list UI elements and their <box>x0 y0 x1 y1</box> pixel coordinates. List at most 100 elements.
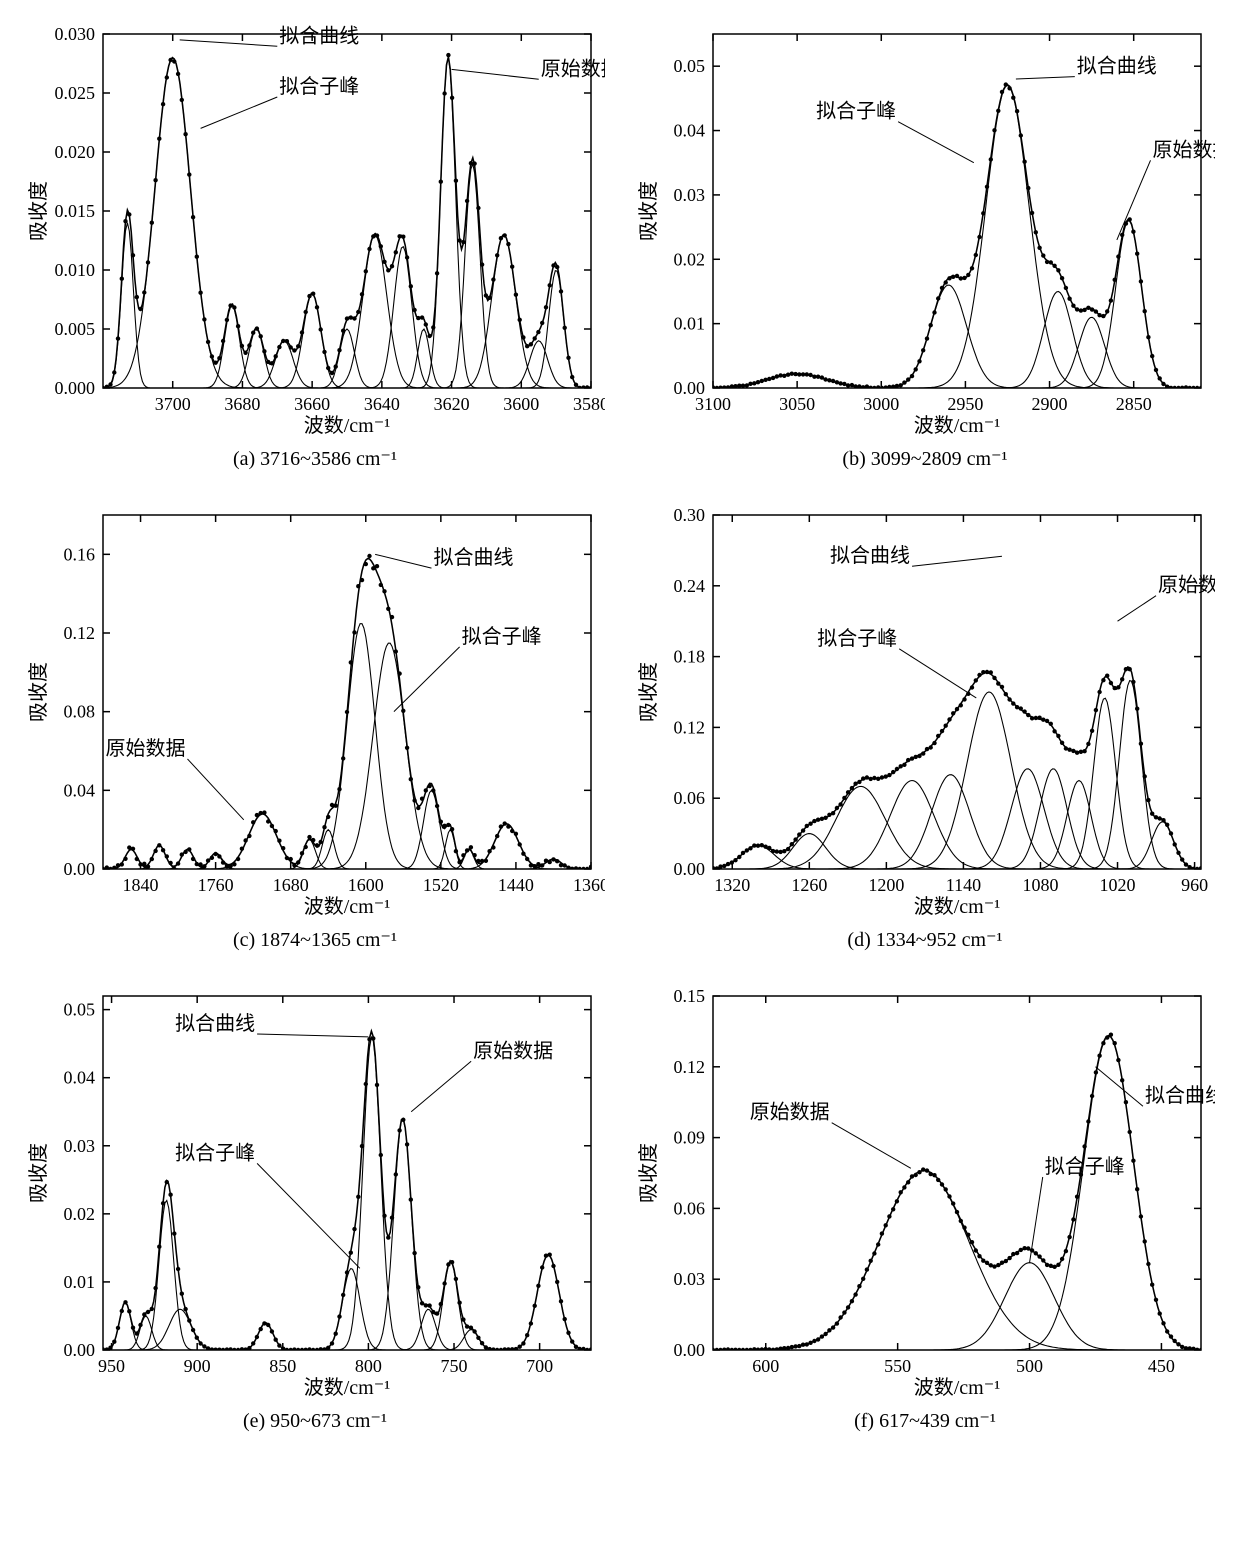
raw-data-point <box>551 857 555 861</box>
raw-data-point <box>123 857 127 861</box>
raw-data-point <box>514 832 518 836</box>
raw-data-point <box>446 53 450 57</box>
raw-data-point <box>1180 857 1184 861</box>
raw-data-point <box>364 1082 368 1086</box>
ytick-label: 0.09 <box>674 1128 706 1148</box>
xtick-label: 2850 <box>1116 394 1152 414</box>
raw-data-point <box>274 829 278 833</box>
raw-data-point <box>1169 386 1173 390</box>
raw-data-point <box>1146 335 1150 339</box>
raw-data-point <box>974 678 978 682</box>
raw-data-point <box>955 274 959 278</box>
raw-data-point <box>165 854 169 858</box>
raw-data-point <box>1045 1263 1049 1267</box>
raw-data-point <box>914 367 918 371</box>
raw-data-point <box>540 321 544 325</box>
raw-data-point <box>367 1037 371 1041</box>
raw-data-point <box>1128 1130 1132 1134</box>
raw-data-point <box>533 864 537 868</box>
raw-data-point <box>1116 1058 1120 1062</box>
raw-data-point <box>544 859 548 863</box>
xtick-label: 900 <box>184 1356 211 1376</box>
x-axis-label: 波数/cm⁻¹ <box>914 1376 1001 1399</box>
ytick-label: 0.03 <box>64 1136 96 1156</box>
raw-data-point <box>127 1309 131 1313</box>
raw-data-point <box>315 305 319 309</box>
raw-data-point <box>932 741 936 745</box>
raw-data-point <box>861 385 865 389</box>
raw-data-point <box>394 1172 398 1176</box>
raw-data-point <box>206 340 210 344</box>
raw-data-point <box>401 709 405 713</box>
raw-data-point <box>1011 1252 1015 1256</box>
raw-data-point <box>1067 1235 1071 1239</box>
raw-data-point <box>1090 729 1094 733</box>
raw-data-point <box>319 840 323 844</box>
raw-data-point <box>570 867 574 871</box>
raw-data-point <box>733 858 737 862</box>
xtick-label: 960 <box>1181 875 1208 895</box>
raw-data-point <box>574 866 578 870</box>
raw-data-point <box>786 1346 790 1350</box>
raw-data-point <box>198 1341 202 1345</box>
raw-data-point <box>1056 1263 1060 1267</box>
raw-data-point <box>974 253 978 257</box>
raw-data-point <box>1097 313 1101 317</box>
raw-data-point <box>217 356 221 360</box>
raw-data-point <box>1128 667 1132 671</box>
raw-data-point <box>135 295 139 299</box>
raw-data-point <box>1158 1311 1162 1315</box>
raw-data-point <box>1191 867 1195 871</box>
raw-data-point <box>307 835 311 839</box>
ytick-label: 0.05 <box>64 1000 96 1020</box>
raw-data-point <box>760 1347 764 1351</box>
raw-data-point <box>977 235 981 239</box>
panel-caption: (f) 617~439 cm⁻¹ <box>854 1408 996 1433</box>
raw-data-point <box>932 310 936 314</box>
raw-data-point <box>1015 109 1019 113</box>
raw-data-point <box>484 1345 488 1349</box>
raw-data-point <box>929 323 933 327</box>
raw-data-point <box>461 1317 465 1321</box>
xtick-label: 2900 <box>1032 394 1068 414</box>
raw-data-point <box>1071 304 1075 308</box>
xtick-label: 1600 <box>348 875 384 895</box>
xtick-label: 1440 <box>498 875 534 895</box>
y-axis-label: 吸收度 <box>27 1143 50 1203</box>
xtick-label: 3580 <box>573 394 605 414</box>
raw-data-point <box>940 1182 944 1186</box>
raw-data-point <box>1146 798 1150 802</box>
raw-data-point <box>1004 1259 1008 1263</box>
raw-data-point <box>165 75 169 79</box>
raw-data-point <box>375 564 379 568</box>
raw-data-point <box>469 845 473 849</box>
raw-data-point <box>853 782 857 786</box>
raw-data-point <box>880 386 884 390</box>
raw-data-point <box>484 293 488 297</box>
raw-data-point <box>801 1343 805 1347</box>
raw-data-point <box>105 1347 109 1351</box>
raw-data-point <box>491 277 495 281</box>
raw-data-point <box>996 681 1000 685</box>
raw-data-point <box>1045 719 1049 723</box>
raw-data-point <box>304 845 308 849</box>
raw-data-point <box>360 578 364 582</box>
raw-data-point <box>1037 1254 1041 1258</box>
raw-data-point <box>884 385 888 389</box>
ytick-label: 0.04 <box>64 1068 96 1088</box>
raw-data-point <box>752 843 756 847</box>
raw-data-point <box>176 72 180 76</box>
raw-data-point <box>797 832 801 836</box>
raw-data-point <box>176 1267 180 1271</box>
raw-data-point <box>917 359 921 363</box>
raw-data-point <box>737 855 741 859</box>
raw-data-point <box>857 780 861 784</box>
raw-data-point <box>1135 707 1139 711</box>
raw-data-point <box>929 1172 933 1176</box>
raw-data-point <box>842 1310 846 1314</box>
raw-data-point <box>153 849 157 853</box>
raw-data-point <box>232 862 236 866</box>
raw-data-point <box>255 326 259 330</box>
raw-data-point <box>1056 734 1060 738</box>
raw-data-point <box>326 366 330 370</box>
